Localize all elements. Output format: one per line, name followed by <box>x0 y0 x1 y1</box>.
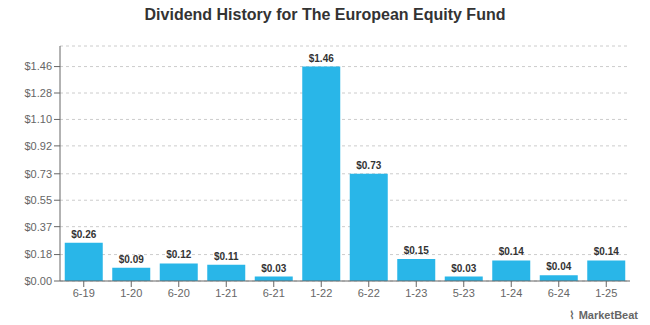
svg-text:$1.46: $1.46 <box>24 60 52 72</box>
svg-text:1-25: 1-25 <box>595 287 617 299</box>
svg-text:6-20: 6-20 <box>168 287 190 299</box>
svg-text:$0.55: $0.55 <box>24 194 52 206</box>
svg-text:1-24: 1-24 <box>500 287 522 299</box>
html-text:⌇ MarketBeat: ⌇ MarketBeat <box>569 309 638 321</box>
svg-text:1-21: 1-21 <box>215 287 237 299</box>
svg-text:6-19: 6-19 <box>73 287 95 299</box>
svg-text:$0.15: $0.15 <box>404 245 429 256</box>
svg-text:$0.14: $0.14 <box>499 246 524 257</box>
svg-text:$0.14: $0.14 <box>594 246 619 257</box>
svg-text:$0.37: $0.37 <box>24 221 52 233</box>
svg-text:$0.09: $0.09 <box>119 254 144 265</box>
svg-text:$0.03: $0.03 <box>451 263 476 274</box>
svg-text:$0.18: $0.18 <box>24 248 52 260</box>
svg-text:$0.12: $0.12 <box>166 249 191 260</box>
svg-text:$0.92: $0.92 <box>24 140 52 152</box>
svg-text:5-23: 5-23 <box>453 287 475 299</box>
svg-text:$1.28: $1.28 <box>24 87 52 99</box>
svg-text:$0.73: $0.73 <box>24 168 52 180</box>
svg-text:$0.00: $0.00 <box>24 275 52 287</box>
svg-text:$0.26: $0.26 <box>71 229 96 240</box>
svg-text:$0.11: $0.11 <box>214 251 239 262</box>
svg-text:$0.03: $0.03 <box>261 263 286 274</box>
svg-text:1-23: 1-23 <box>405 287 427 299</box>
svg-text:$1.10: $1.10 <box>24 113 52 125</box>
svg-text:1-22: 1-22 <box>310 287 332 299</box>
svg-text:$0.04: $0.04 <box>546 261 571 272</box>
svg-text:$0.73: $0.73 <box>356 160 381 171</box>
svg-text:6-24: 6-24 <box>548 287 570 299</box>
svg-text:$1.46: $1.46 <box>309 53 334 64</box>
svg-text:6-21: 6-21 <box>263 287 285 299</box>
html-text:Dividend History for The Europ: Dividend History for The European Equity… <box>144 6 506 23</box>
svg-text:6-22: 6-22 <box>358 287 380 299</box>
svg-text:1-20: 1-20 <box>120 287 142 299</box>
